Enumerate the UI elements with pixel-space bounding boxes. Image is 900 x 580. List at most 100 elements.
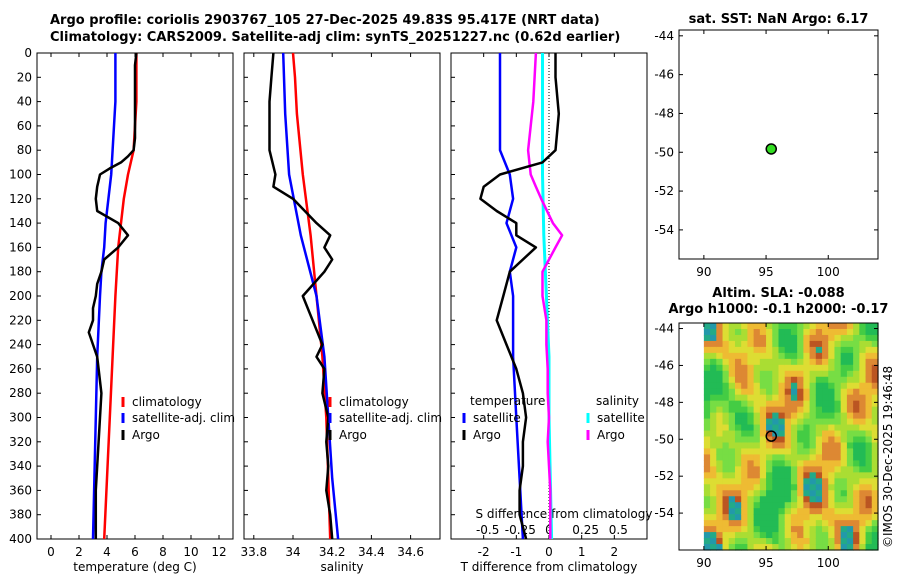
sla-map-cell	[784, 442, 792, 450]
salinity-profile-panel: 33.8 34 34.2 34.4 34.6 salinity climatology sat…	[240, 52, 442, 574]
sla-map-cell	[815, 424, 823, 432]
sla-map-cell	[734, 424, 742, 432]
sla-map-cell	[772, 484, 780, 491]
sla-map-cell	[828, 526, 836, 533]
sla-map-cell	[734, 502, 742, 509]
sla-map-cell	[703, 478, 711, 485]
sla-map-cell	[865, 394, 873, 402]
sla-map-cell	[766, 478, 773, 485]
sla-map-cell	[741, 382, 749, 390]
sla-map-cell	[859, 502, 867, 509]
sst-lat-tick-label: -54	[654, 223, 674, 237]
sla-map-cell	[716, 460, 724, 467]
sla-map-cell	[753, 472, 761, 479]
sla-map-cell	[846, 340, 854, 348]
sla-map-cell	[728, 388, 736, 396]
sla-map-cell	[728, 364, 736, 372]
sla-map-cell	[784, 358, 792, 366]
sla-map-cell	[822, 328, 829, 336]
sla-map-cell	[716, 442, 724, 450]
sla-map-cell	[840, 400, 848, 408]
sla-map-cell	[784, 532, 792, 539]
sla-map-cell	[741, 460, 749, 467]
salinity-satellite-line	[281, 52, 340, 540]
sla-map-cell	[790, 526, 798, 533]
sla-map-cell	[759, 323, 767, 330]
sla-map-cell	[834, 328, 842, 336]
sla-map-cell	[815, 496, 823, 503]
sla-map-cell	[871, 382, 879, 390]
sla-map-cell	[797, 460, 804, 467]
sla-map-cell	[778, 328, 786, 336]
sla-map-cell	[797, 406, 804, 414]
sla-map-cell	[778, 520, 786, 527]
sla-map-cell	[703, 526, 711, 533]
sla-map-cell	[778, 394, 786, 402]
sla-map-cell	[822, 364, 829, 372]
sla-map-cell	[710, 490, 717, 497]
sla-map-cell	[840, 520, 848, 527]
sla-map-cell	[772, 532, 780, 539]
sla-map-cell	[853, 448, 860, 456]
sla-map-cell	[822, 460, 829, 467]
sla-map-cell	[859, 346, 867, 354]
sla-map-cell	[734, 352, 742, 360]
sla-map-cell	[766, 382, 773, 390]
sla-map-cell	[815, 508, 823, 515]
sla-map-cell	[716, 526, 724, 533]
sla-map-cell	[803, 466, 811, 473]
sla-map-cell	[766, 430, 773, 438]
sla-map-cell	[753, 358, 761, 366]
sla-map-cell	[703, 358, 711, 366]
sla-map-cell	[859, 526, 867, 533]
sla-map-cell	[710, 346, 717, 354]
sla-map-cell	[778, 334, 786, 342]
sla-map-cell	[790, 388, 798, 396]
sla-map-cell	[871, 334, 879, 342]
sla-map-cell	[703, 514, 711, 521]
sla-map-cell	[703, 364, 711, 372]
sla-map-cell	[747, 382, 755, 390]
sla-map-cell	[784, 323, 792, 330]
sla-map-cell	[815, 454, 823, 461]
sla-lon-tick-label: 100	[817, 556, 840, 570]
sla-map-cell	[822, 388, 829, 396]
sla-map-cell	[703, 466, 711, 473]
sla-map-cell	[778, 526, 786, 533]
sla-map-cell	[853, 412, 860, 420]
depth-tick-label: 380	[9, 508, 32, 522]
sla-map-cell	[766, 514, 773, 521]
sla-map-cell	[759, 454, 767, 461]
sla-map-cell	[865, 526, 873, 533]
sla-map-cell	[834, 352, 842, 360]
sla-map-cell	[797, 454, 804, 461]
sla-map-cell	[790, 532, 798, 539]
sla-map-cell	[853, 544, 860, 551]
sla-map-cell	[772, 544, 780, 551]
salinity-diff-tick-label: 0.5	[609, 523, 628, 537]
sla-map-cell	[747, 496, 755, 503]
sla-map-cell	[741, 514, 749, 521]
sla-map-cell	[766, 346, 773, 354]
sla-map-cell	[828, 406, 836, 414]
sla-map-cell	[753, 376, 761, 384]
sla-map-cell	[778, 538, 786, 545]
sla-map-cell	[766, 544, 773, 551]
sla-map-cell	[865, 358, 873, 366]
sla-map-cell	[728, 358, 736, 366]
sla-map-cell	[840, 364, 848, 372]
sla-map-cell	[766, 400, 773, 408]
sla-map-cell	[797, 490, 804, 497]
sla-map-cell	[772, 352, 780, 360]
sla-map-cell	[784, 394, 792, 402]
sla-map-cell	[722, 544, 730, 551]
sla-map-cell	[784, 502, 792, 509]
sla-map-cell	[784, 496, 792, 503]
sla-map-cell	[710, 388, 717, 396]
difference-legend-sal-argo-label: Argo	[597, 428, 625, 442]
sla-map-cell	[846, 346, 854, 354]
sla-map-cell	[759, 328, 767, 336]
sla-map-cell	[728, 526, 736, 533]
sla-map-cell	[853, 514, 860, 521]
difference-legend-temp-satellite-label: satellite	[473, 411, 521, 425]
